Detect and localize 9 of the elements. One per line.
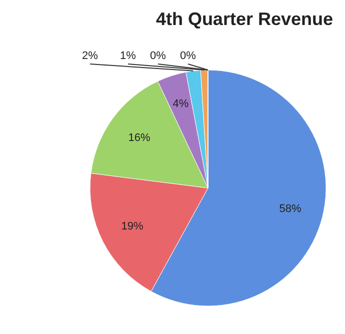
data-label: 16% bbox=[128, 132, 150, 144]
data-label: 58% bbox=[279, 203, 302, 216]
data-label: 1% bbox=[120, 50, 136, 62]
text: 0% bbox=[180, 50, 196, 62]
data-label: 19% bbox=[121, 220, 144, 233]
text: 0% bbox=[150, 50, 166, 62]
data-label: 2% bbox=[82, 50, 98, 62]
chart-title: 4th Quarter Revenue bbox=[156, 9, 333, 29]
data-label: 4% bbox=[172, 98, 189, 110]
